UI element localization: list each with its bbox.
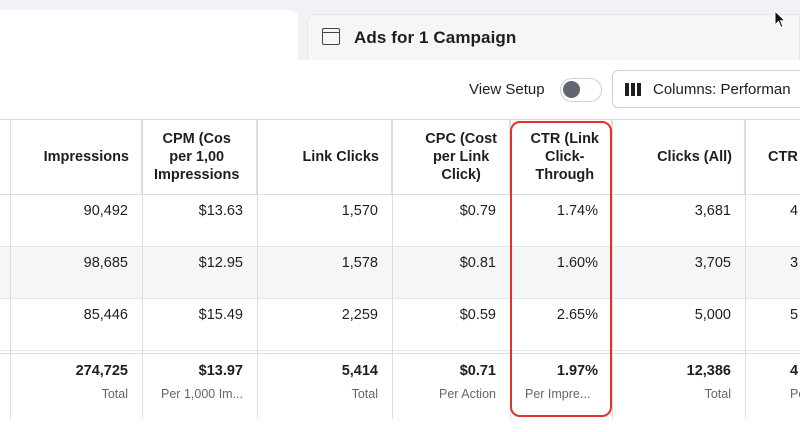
toggle-knob — [563, 81, 580, 98]
cell-ctr-all: 4 — [790, 203, 799, 219]
column-cpc: CPC (Cost per Link Click) — [392, 119, 510, 419]
total-ctr-all-sub: Per — [790, 387, 800, 401]
cell-cpm: $13.63 — [198, 203, 243, 219]
total-clicks-all-sub: Total — [704, 387, 731, 401]
total-cpm-sub: Per 1,000 Im... — [161, 387, 243, 401]
header-link-clicks[interactable]: Link Clicks — [257, 119, 392, 195]
header-cpc[interactable]: CPC (Cost per Link Click) — [392, 119, 510, 195]
totals-row — [0, 353, 800, 419]
total-clicks-all: 12,386 — [686, 363, 731, 379]
window-icon — [322, 28, 340, 45]
view-setup-label: View Setup — [469, 81, 545, 98]
table-header-row — [0, 119, 800, 195]
cell-cpc: $0.79 — [459, 203, 496, 219]
cell-clicks-all: 3,705 — [694, 255, 731, 271]
cell-cpm: $12.95 — [198, 255, 243, 271]
total-impressions-sub: Total — [101, 387, 128, 401]
total-cpm: $13.97 — [198, 363, 243, 379]
cell-impressions: 85,446 — [83, 307, 128, 323]
total-link-clicks-sub: Total — [351, 387, 378, 401]
column-ctr-all: CTR — [745, 119, 800, 419]
cell-impressions: 90,492 — [83, 203, 128, 219]
total-cpc-sub: Per Action — [439, 387, 496, 401]
cell-cpc: $0.81 — [459, 255, 496, 271]
mouse-cursor-icon — [774, 10, 787, 29]
cell-ctr-link: 2.65% — [556, 307, 598, 323]
header-ctr-link[interactable]: CTR (Link Click- Through — [510, 119, 612, 195]
table-row[interactable] — [0, 195, 800, 247]
header-cpm[interactable]: CPM (Cos per 1,00 Impressions — [142, 119, 257, 195]
column-clicks-all: Clicks (All) — [612, 119, 745, 419]
ctr-column-highlight — [510, 121, 612, 417]
left-tab-panel — [0, 10, 298, 68]
cell-clicks-all: 3,681 — [694, 203, 731, 219]
view-setup-toggle[interactable] — [560, 78, 602, 102]
total-ctr-link-sub: Per Impre... — [525, 387, 591, 401]
header-ctr-all[interactable]: CTR — [768, 149, 798, 165]
cell-ctr-all: 5 — [790, 307, 799, 323]
total-ctr-all: 4 — [790, 363, 799, 379]
total-ctr-link: 1.97% — [556, 363, 598, 379]
cell-impressions: 98,685 — [83, 255, 128, 271]
columns-label: Columns: Performan — [653, 81, 791, 98]
table-row[interactable] — [0, 247, 800, 299]
table-row[interactable] — [0, 299, 800, 351]
cell-cpm: $15.49 — [198, 307, 243, 323]
cell-link-clicks: 1,578 — [341, 255, 378, 271]
tab-ads-campaign[interactable]: Ads for 1 Campaign — [307, 14, 800, 60]
cell-ctr-all: 3 — [790, 255, 799, 271]
tab-title: Ads for 1 Campaign — [354, 28, 517, 47]
header-impressions[interactable]: Impressions — [10, 119, 142, 195]
column-impressions: Impressions — [10, 119, 142, 419]
cell-ctr-link: 1.74% — [556, 203, 598, 219]
column-link-clicks: Link Clicks — [257, 119, 392, 419]
cell-clicks-all: 5,000 — [694, 307, 731, 323]
cell-link-clicks: 1,570 — [341, 203, 378, 219]
cell-ctr-link: 1.60% — [556, 255, 598, 271]
total-link-clicks: 5,414 — [341, 363, 378, 379]
cell-cpc: $0.59 — [459, 307, 496, 323]
cell-link-clicks: 2,259 — [341, 307, 378, 323]
performance-table: Impressions CPM (Cos per 1,00 Impression… — [0, 119, 800, 419]
column-ctr-link: CTR (Link Click- Through — [510, 119, 612, 419]
column-cpm: CPM (Cos per 1,00 Impressions — [142, 119, 257, 419]
header-clicks-all[interactable]: Clicks (All) — [612, 119, 745, 195]
columns-dropdown-button[interactable]: Columns: Performan — [612, 70, 800, 108]
total-cpc: $0.71 — [459, 363, 496, 379]
columns-icon — [625, 83, 641, 96]
total-impressions: 274,725 — [75, 363, 128, 379]
